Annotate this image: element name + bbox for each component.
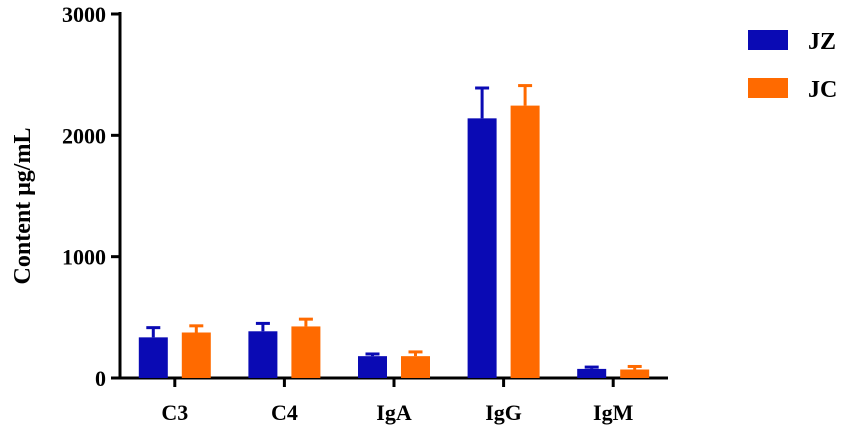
bar-jz-igg	[467, 118, 497, 378]
y-tick-label: 1000	[62, 245, 106, 270]
y-tick-label: 3000	[62, 2, 106, 27]
y-tick-label: 0	[95, 366, 106, 391]
y-tick-label: 2000	[62, 123, 106, 148]
legend-swatch-jz	[748, 30, 788, 50]
bar-jc-iga	[401, 356, 430, 378]
bar-jc-igg	[510, 105, 540, 379]
bar-jz-c4	[248, 331, 278, 378]
bar-jc-c3	[181, 332, 211, 378]
x-tick-label: IgM	[593, 400, 634, 425]
bar-jz-c3	[138, 337, 168, 378]
bar-jc-igm	[620, 369, 650, 378]
x-tick-label: IgA	[376, 400, 412, 425]
legend-swatch-jc	[748, 78, 788, 98]
bar-jz-igm	[577, 368, 607, 378]
axes: 0 1000 2000 3000 C3 C4 IgA IgG IgM	[62, 2, 668, 425]
bar-jc-c4	[291, 326, 321, 378]
legend-label-jc: JC	[808, 77, 837, 103]
x-tick-label: IgG	[485, 400, 522, 425]
bar-jz-iga	[358, 356, 387, 378]
bars	[138, 84, 650, 379]
legend-label-jz: JZ	[808, 29, 836, 55]
legend: JZ JC	[748, 29, 837, 103]
x-tick-label: C4	[271, 400, 298, 425]
x-tick-label: C3	[161, 400, 188, 425]
y-axis-label: Content μg/mL	[10, 128, 36, 285]
